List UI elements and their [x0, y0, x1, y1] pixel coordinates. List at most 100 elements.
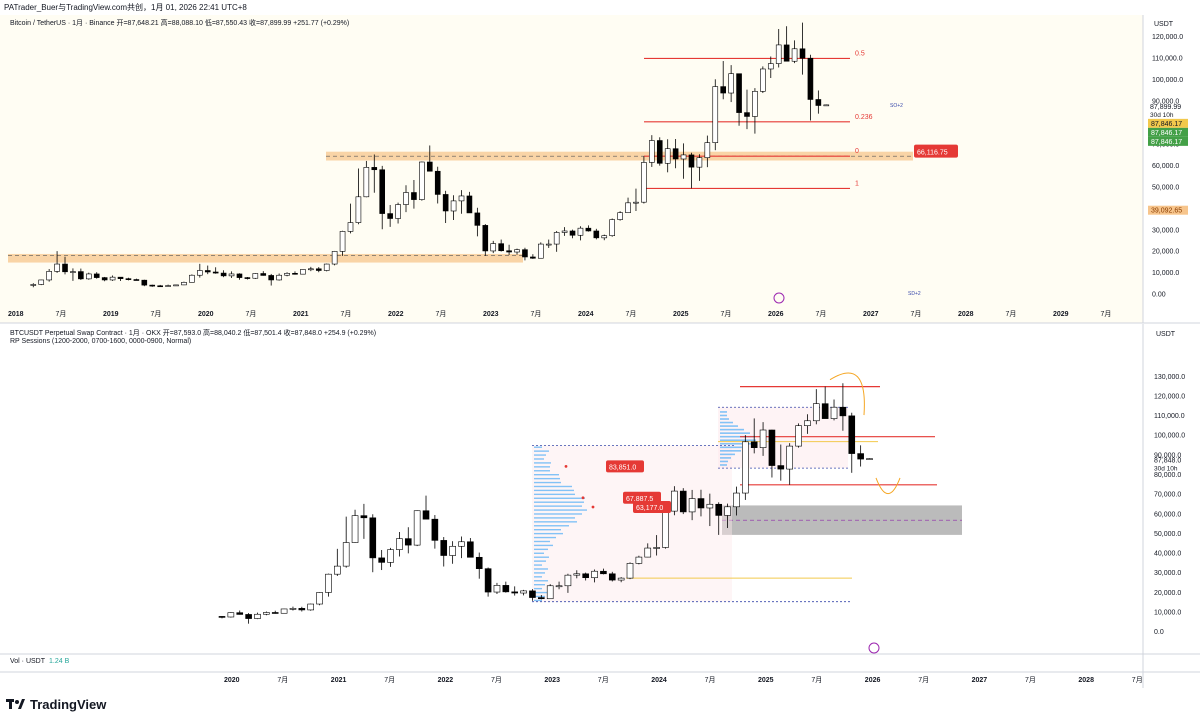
candle-body: [609, 219, 615, 236]
candle-body: [396, 538, 403, 550]
volume-profile-bar: [534, 560, 546, 562]
candle-body: [680, 154, 687, 160]
candle-body: [538, 243, 544, 259]
candle-body: [733, 492, 740, 508]
candle-body: [339, 231, 346, 252]
candle-body: [78, 271, 84, 280]
candle-body: [244, 277, 251, 279]
bottom-x-tick: 2026: [865, 677, 881, 684]
candle-body: [688, 498, 696, 513]
top-y-tick: 90,000.0: [1152, 98, 1179, 105]
volume-profile-bar: [534, 446, 542, 448]
sd-label: SD+2: [908, 291, 921, 297]
candle-body: [662, 510, 669, 548]
candle-body: [387, 213, 393, 219]
candle-body: [672, 148, 679, 160]
candle-body: [189, 274, 195, 283]
top-x-tick: 7月: [911, 310, 922, 318]
price-badge: [1148, 127, 1188, 137]
candle-body: [506, 250, 512, 253]
bottom-y-tick: 80,000.0: [1154, 472, 1181, 479]
bottom-x-tick: 7月: [598, 676, 609, 684]
price-badge: [1148, 118, 1188, 128]
candle-body: [696, 157, 703, 168]
candle-body: [712, 86, 719, 143]
candle-body: [325, 573, 332, 593]
volume-label: Vol · USDT: [10, 658, 46, 665]
candle-body: [514, 249, 520, 253]
alert-icon: [868, 642, 880, 654]
top-pane-title: Bitcoin / TetherUS · 1月 · Binance 开=87,6…: [10, 20, 350, 27]
candle-body: [220, 272, 227, 277]
bottom-x-tick: 2023: [544, 677, 560, 684]
bottom-x-tick: 7月: [384, 676, 395, 684]
bottom-x-tick: 2022: [438, 677, 454, 684]
top-x-tick: 7月: [151, 310, 162, 318]
candle-body: [204, 270, 211, 273]
candle-body: [821, 403, 829, 419]
candle-body: [300, 269, 306, 275]
candle-body: [502, 585, 510, 593]
candle-body: [289, 608, 297, 610]
volume-profile-bar: [534, 489, 574, 492]
volume-profile-bar: [534, 587, 542, 590]
candle-body: [54, 263, 60, 272]
candle-body: [323, 263, 330, 271]
candle-body: [585, 227, 592, 232]
candle-body: [347, 222, 354, 232]
top-x-tick: 7月: [246, 310, 257, 318]
bottom-chart-pane[interactable]: 83,851.0 67,887.5 63,177.0 130,000.0 120,000…: [0, 324, 1200, 688]
candle-body: [671, 490, 678, 512]
bottom-pane-subtitle: RP Sessions (1200-2000, 0700-1600, 0000-…: [10, 338, 192, 345]
bottom-y-tick: 130,000.0: [1154, 374, 1185, 381]
top-chart-pane[interactable]: 1 0.5 0.236 0 SO+2 SD+2 120,000.0 110,000.0 100,…: [0, 15, 1200, 325]
price-badge-text: 87,846.17: [1151, 130, 1182, 137]
candle-body: [227, 612, 235, 618]
bottom-x-tick: 7月: [705, 676, 716, 684]
volume-profile-bar: [534, 497, 585, 499]
candle-body: [498, 243, 504, 252]
candle-body: [431, 518, 439, 541]
poc-label-text: 67,887.5: [626, 496, 653, 503]
bottom-countdown: 30d 10h: [1154, 466, 1178, 473]
candle-body: [555, 585, 563, 588]
candle-body: [149, 284, 156, 287]
candle-body: [742, 441, 749, 494]
top-x-tick: 2024: [578, 311, 594, 318]
volume-profile-bar: [534, 505, 582, 507]
bottom-y-tick: 100,000.0: [1154, 433, 1185, 440]
candle-body: [466, 195, 473, 214]
top-y-tick: 10,000.0: [1152, 270, 1179, 277]
candle-body: [298, 608, 306, 611]
tradingview-brand[interactable]: TradingView: [6, 697, 106, 712]
top-y-tick: 120,000.0: [1152, 34, 1183, 41]
top-x-tick: 2021: [293, 311, 309, 318]
candle-body: [212, 271, 219, 274]
candle-body: [795, 425, 802, 447]
top-x-tick: 7月: [721, 310, 732, 318]
top-x-tick: 2025: [673, 311, 689, 318]
candle-body: [276, 274, 282, 281]
candle-body: [117, 276, 124, 279]
candle-body: [292, 272, 298, 275]
volume-value: 1.24 B: [49, 658, 70, 665]
chart-header: PATrader_Buer与TradingView.com共创，1月 01, 2…: [4, 3, 247, 12]
bottom-y-tick: 30,000.0: [1154, 570, 1181, 577]
candle-body: [815, 99, 822, 106]
price-badge-text: 87,846.17: [1151, 121, 1182, 128]
candle-body: [228, 273, 235, 277]
candle-body: [378, 557, 385, 563]
candle-body: [30, 284, 37, 286]
candle-body: [252, 273, 259, 279]
candle-body: [564, 574, 572, 587]
brand-name: TradingView: [30, 697, 107, 712]
volume-profile-bar: [534, 470, 550, 472]
volume-profile-bar: [534, 481, 561, 484]
candle-body: [360, 515, 368, 519]
candle-body: [577, 227, 584, 236]
bottom-y-tick: 70,000.0: [1154, 492, 1181, 499]
volume-profile-bar: [534, 474, 559, 476]
volume-profile-bar: [720, 450, 741, 452]
poc-marker: [591, 505, 595, 509]
candle-body: [458, 195, 465, 202]
